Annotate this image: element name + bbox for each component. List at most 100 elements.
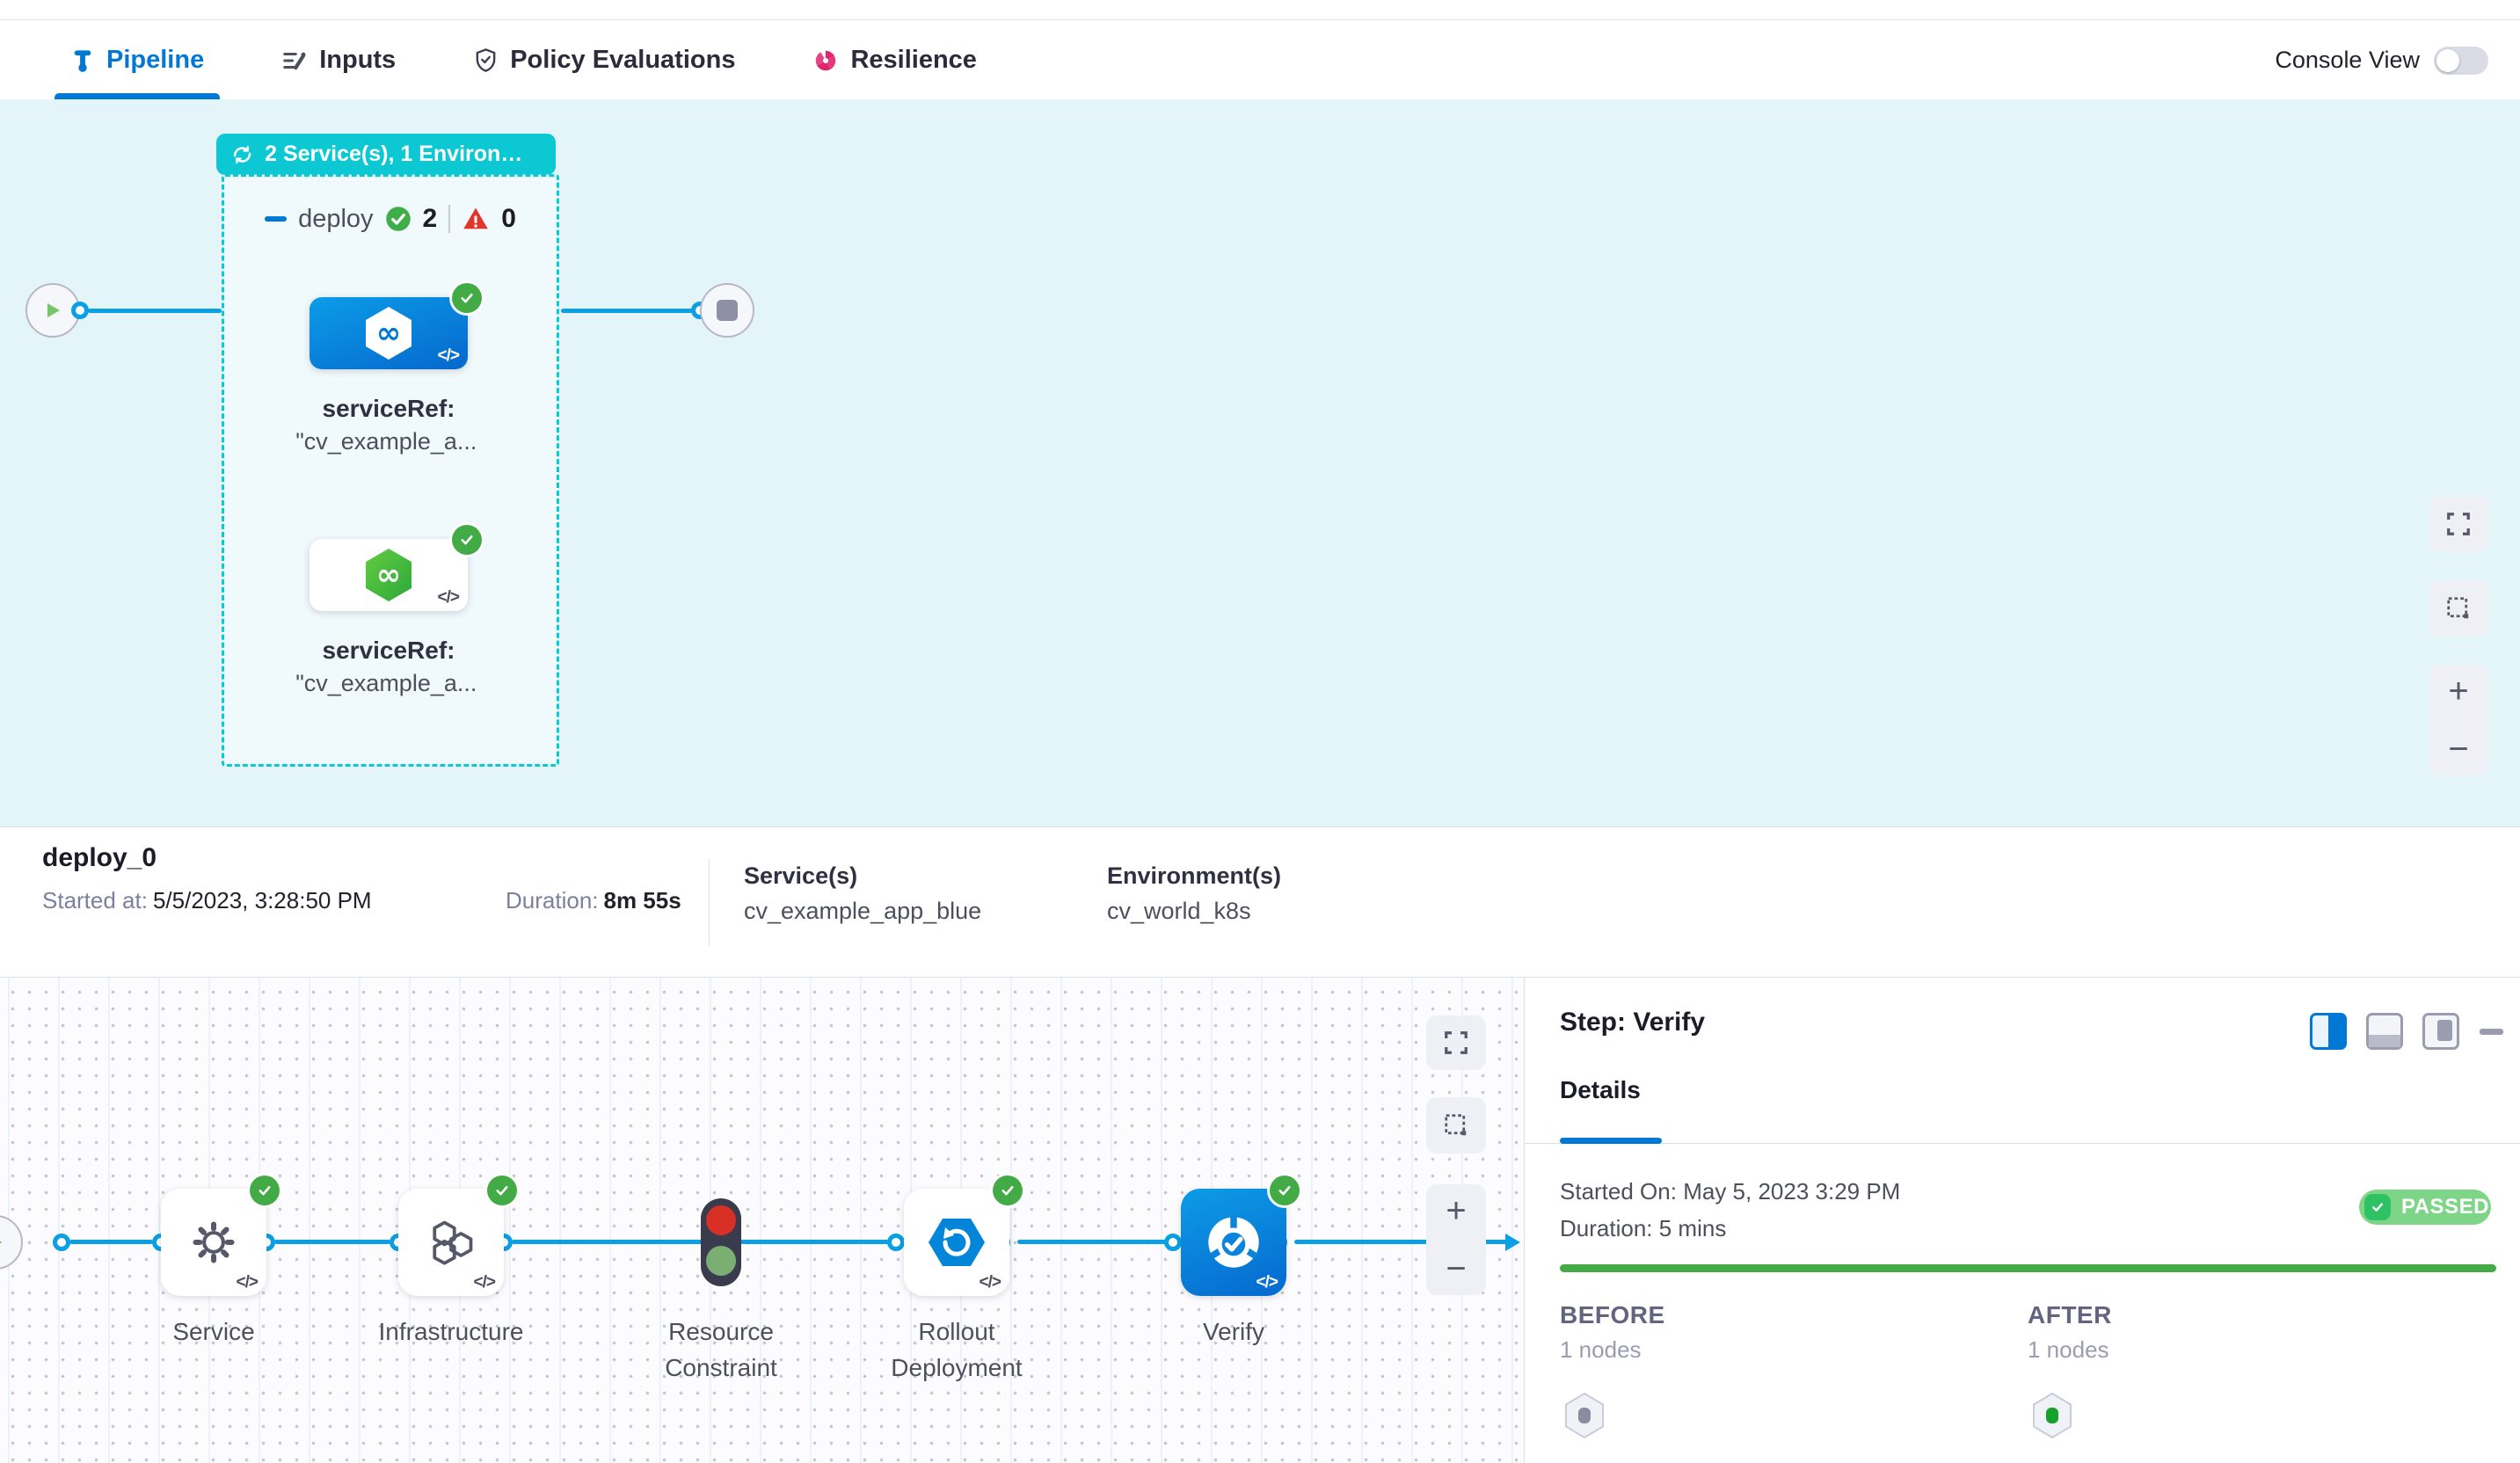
layout-right-panel-button[interactable] (2310, 1013, 2347, 1050)
play-icon (0, 1241, 3, 1244)
tab-resilience-label: Resilience (850, 46, 977, 74)
edge-arrowhead (1505, 1234, 1520, 1251)
after-node-count: 1 nodes (2028, 1336, 2109, 1363)
before-node-count: 1 nodes (1560, 1336, 1642, 1363)
fullscreen-icon (2447, 513, 2470, 535)
stage-info-bar: deploy_0 Started at: 5/5/2023, 3:28:50 PM… (0, 826, 2520, 978)
stage-instance-name: deploy_0 (42, 843, 157, 872)
stop-icon (717, 300, 738, 321)
tab-pipeline[interactable]: Pipeline (55, 21, 221, 99)
step-started-value: May 5, 2023 3:29 PM (1683, 1178, 1901, 1205)
active-tab-underline (55, 93, 221, 99)
canvas-zoom-control: + − (1426, 1184, 1486, 1295)
edge-connector-dot (71, 302, 89, 319)
after-node-hexagon[interactable] (2032, 1393, 2072, 1438)
tab-inputs[interactable]: Inputs (266, 21, 412, 99)
canvas-fullscreen-button[interactable] (1426, 1015, 1486, 1070)
service-node-2[interactable]: ∞ </> (310, 539, 468, 611)
before-label: BEFORE (1560, 1301, 1665, 1328)
layout-floating-panel-button[interactable] (2422, 1013, 2459, 1050)
status-label: PASSED (2401, 1195, 2489, 1219)
traffic-light-green (706, 1246, 736, 1276)
environments-value: cv_world_k8s (1107, 898, 1251, 924)
execution-graph-canvas[interactable]: </> Service </> Infrastructure Resource … (0, 978, 1524, 1463)
check-icon (496, 1185, 508, 1196)
before-node-hexagon[interactable] (1564, 1393, 1605, 1438)
layout-right-fill (2328, 1015, 2344, 1047)
environments-label: Environment(s) (1107, 863, 1282, 889)
yaml-code-chip: </> (437, 588, 461, 607)
step-node-service[interactable]: </> (161, 1175, 280, 1296)
failed-count: 0 (501, 204, 516, 233)
pipeline-end-node[interactable] (700, 283, 754, 338)
step-node-infrastructure[interactable]: </> (398, 1175, 517, 1296)
service-ref-label: serviceRef: (322, 637, 455, 664)
layout-bottom-fill (2369, 1035, 2400, 1047)
canvas-zoom-control: + − (2429, 665, 2488, 775)
step-label-infrastructure: Infrastructure (378, 1318, 524, 1345)
canvas-select-button[interactable] (2429, 580, 2488, 637)
status-check-icon (2364, 1194, 2391, 1220)
yaml-code-chip: </> (473, 1273, 497, 1292)
success-badge (452, 283, 482, 313)
console-view-toggle[interactable] (2434, 46, 2488, 75)
yaml-code-chip: </> (1256, 1273, 1279, 1292)
duration-label: Duration: (506, 887, 599, 913)
started-at-label: Started at: (42, 887, 148, 913)
console-view-label: Console View (2275, 47, 2420, 73)
yaml-code-chip: </> (979, 1273, 1002, 1292)
status-badge: PASSED (2359, 1190, 2491, 1225)
yaml-code-chip: </> (236, 1273, 259, 1292)
tab-details[interactable]: Details (1560, 1076, 1641, 1103)
edge-connector-dot (53, 1234, 70, 1251)
success-badge (993, 1175, 1023, 1205)
svg-text:∞: ∞ (376, 316, 401, 351)
edge-stage-to-end (561, 309, 693, 313)
traffic-light-red (706, 1205, 736, 1235)
canvas-select-button[interactable] (1426, 1097, 1486, 1154)
step-node-resource-constraint[interactable] (701, 1198, 741, 1286)
infobar-divider (709, 858, 710, 946)
step-duration-value: 5 mins (1658, 1215, 1727, 1241)
collapse-stage-icon[interactable] (265, 216, 288, 222)
success-count: 2 (422, 204, 438, 233)
service-gear-icon (193, 1221, 235, 1263)
stage-duration: Duration: 8m 55s (506, 887, 681, 914)
fullscreen-icon (1445, 1031, 1468, 1054)
minimize-panel-button[interactable] (2480, 1029, 2503, 1035)
canvas-fullscreen-button[interactable] (2429, 496, 2488, 552)
count-divider (448, 205, 451, 233)
marquee-select-icon (2447, 597, 2469, 619)
step-node-verify[interactable]: </> (1181, 1175, 1300, 1296)
layout-bottom-panel-button[interactable] (2366, 1013, 2403, 1050)
tab-resilience[interactable]: Resilience (797, 21, 992, 99)
stage-graph-canvas[interactable]: 2 Service(s), 1 Environme... deploy 2 0 … (0, 99, 2520, 826)
check-icon (259, 1185, 271, 1196)
success-badge (487, 1175, 517, 1205)
execution-start-node[interactable] (0, 1215, 23, 1270)
check-icon (1278, 1185, 1291, 1196)
zoom-in-button[interactable]: + (2448, 672, 2469, 710)
stage-summary-row: deploy 2 0 (222, 200, 559, 237)
service-hexagon-icon: ∞ (366, 549, 412, 601)
infrastructure-hexagons-icon (433, 1220, 473, 1265)
stage-name: deploy (298, 204, 374, 233)
zoom-in-button[interactable]: + (1446, 1191, 1467, 1230)
check-icon (2372, 1203, 2383, 1212)
step-label-service: Service (172, 1318, 255, 1345)
active-details-underline (1560, 1138, 1662, 1144)
step-node-rollout-deployment[interactable]: </> (904, 1175, 1023, 1296)
rollout-deployment-icon (929, 1219, 985, 1266)
service-node-1[interactable]: ∞ </> (310, 297, 468, 369)
zoom-out-button[interactable]: − (2448, 730, 2469, 768)
tab-policy-evaluations[interactable]: Policy Evaluations (457, 21, 751, 99)
service-ref-value: "cv_example_a... (295, 428, 482, 455)
success-badge (250, 1175, 280, 1205)
zoom-out-button[interactable]: − (1446, 1249, 1467, 1288)
inputs-icon (283, 52, 306, 69)
check-icon (461, 535, 473, 545)
stage-header-deploy[interactable]: 2 Service(s), 1 Environme... (216, 134, 556, 175)
edge (1017, 1240, 1173, 1244)
step-label-rollout-deployment: Rollout Deployment (891, 1318, 1023, 1381)
